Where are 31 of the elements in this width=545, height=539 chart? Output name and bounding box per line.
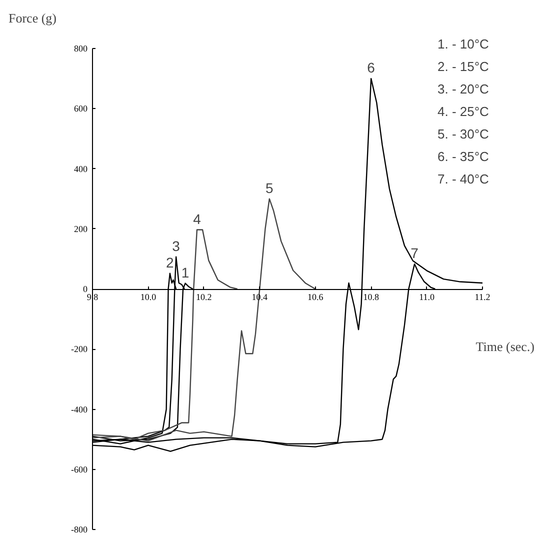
x-tick-label: 10.8 <box>363 292 380 302</box>
x-tick-label: 10.6 <box>307 292 324 302</box>
y-tick-label: 800 <box>74 44 88 54</box>
x-tick-label: 10.2 <box>196 292 212 302</box>
series-label: 6 <box>367 60 376 76</box>
y-tick-label: 400 <box>74 164 88 174</box>
annotation: 4. - 25°C <box>438 104 489 119</box>
y-tick-label: 0 <box>83 284 88 294</box>
y-tick-label: -400 <box>71 404 88 414</box>
y-axis-title: Force (g) <box>8 10 57 26</box>
series-label: 7 <box>410 245 419 262</box>
series-label: 1 <box>181 264 190 280</box>
x-tick-label: 10.0 <box>140 292 157 302</box>
y-tick-label: -600 <box>71 464 88 474</box>
y-tick-label: -200 <box>71 344 88 354</box>
x-axis-title: Time (sec.) <box>476 339 535 354</box>
annotation: 3. - 20°C <box>438 82 489 96</box>
series-label: 2 <box>166 254 174 270</box>
annotation: 6. - 35°C <box>438 149 489 164</box>
y-tick-label: 600 <box>74 104 88 114</box>
x-tick-label: 11.0 <box>419 292 435 302</box>
y-tick-label: 200 <box>74 224 88 234</box>
series-label: 5 <box>266 180 274 196</box>
series-label: 3 <box>172 238 180 254</box>
annotation: 5. - 30°C <box>438 126 489 142</box>
annotation: 7. - 40°C <box>438 172 489 186</box>
x-tick-label: 11.2 <box>474 292 490 302</box>
y-tick-label: -800 <box>71 524 88 534</box>
annotation: 2. - 15°C <box>438 59 489 74</box>
annotation: 1. - 10°C <box>438 36 489 52</box>
series-label: 4 <box>193 210 202 227</box>
